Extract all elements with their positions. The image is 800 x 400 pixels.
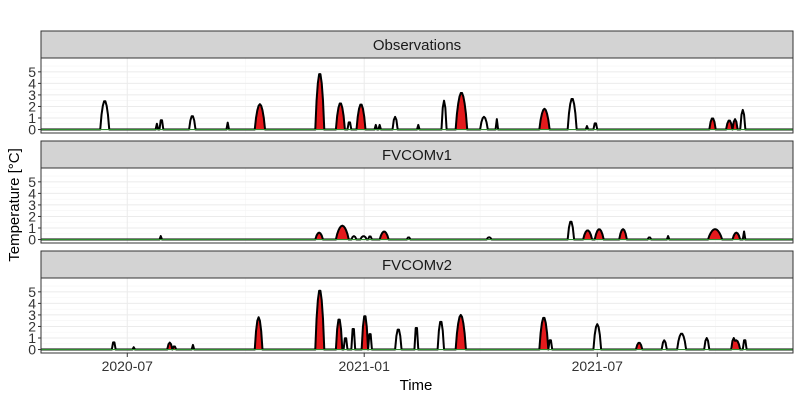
panel-background bbox=[41, 168, 793, 243]
y-tick-label: 1 bbox=[28, 330, 36, 346]
y-tick-label: 3 bbox=[28, 307, 36, 323]
x-tick-label: 2021-07 bbox=[572, 358, 624, 374]
heatwave-area bbox=[254, 317, 263, 350]
y-tick-label: 4 bbox=[28, 75, 36, 91]
y-tick-label: 0 bbox=[28, 232, 36, 248]
facet-strip-label: FVCOMv1 bbox=[382, 147, 452, 164]
y-tick-label: 1 bbox=[28, 110, 36, 126]
y-tick-label: 4 bbox=[28, 295, 36, 311]
facet-strip-label: FVCOMv2 bbox=[382, 257, 452, 274]
y-tick-label: 4 bbox=[28, 185, 36, 201]
y-tick-label: 5 bbox=[28, 284, 36, 300]
y-tick-label: 3 bbox=[28, 197, 36, 213]
facet-strip-label: Observations bbox=[373, 37, 461, 54]
y-tick-label: 5 bbox=[28, 64, 36, 80]
heatwave-area bbox=[619, 229, 627, 240]
x-axis-title: Time bbox=[400, 377, 433, 394]
y-tick-label: 5 bbox=[28, 174, 36, 190]
y-tick-label: 2 bbox=[28, 98, 36, 114]
y-tick-label: 1 bbox=[28, 220, 36, 236]
y-tick-label: 2 bbox=[28, 208, 36, 224]
y-tick-label: 0 bbox=[28, 342, 36, 358]
facet-strip bbox=[40, 250, 794, 279]
x-tick-label: 2020-07 bbox=[102, 358, 154, 374]
y-tick-label: 3 bbox=[28, 87, 36, 103]
y-tick-label: 0 bbox=[28, 122, 36, 138]
facet-strip bbox=[40, 140, 794, 169]
heatwave-area bbox=[335, 225, 349, 240]
heatwave-area bbox=[315, 232, 323, 240]
facet-strip bbox=[40, 30, 794, 59]
y-tick-label: 2 bbox=[28, 318, 36, 334]
x-tick-label: 2021-01 bbox=[339, 358, 391, 374]
y-axis-title: Temperature [°C] bbox=[6, 148, 23, 262]
panel-background bbox=[41, 58, 793, 133]
heatwave-area bbox=[732, 232, 741, 240]
